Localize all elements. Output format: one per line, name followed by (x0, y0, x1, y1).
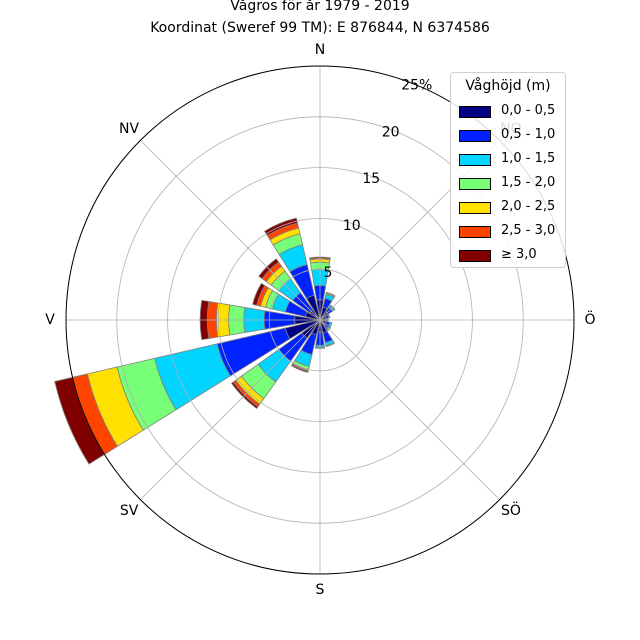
legend-swatch (459, 226, 491, 238)
legend-title: Våghöjd (m) (465, 78, 551, 94)
rose-bar-segment (252, 282, 266, 306)
angular-gridline (319, 319, 500, 500)
rose-bar-segment (230, 381, 259, 410)
rose-bar-segment (290, 364, 309, 373)
rose-bar-segment (325, 341, 336, 348)
radial-tick-label: 10 (343, 218, 361, 234)
rose-bar-segment (327, 314, 331, 319)
legend-label: 0,5 - 1,0 (501, 127, 556, 142)
legend-label: ≥ 3,0 (501, 247, 537, 262)
legend-swatch (459, 202, 491, 214)
rose-bar-segment (328, 321, 333, 328)
direction-label: V (45, 312, 55, 328)
legend-label: 1,5 - 2,0 (501, 175, 556, 190)
chart-subtitle: Koordinat (Sweref 99 TM): E 876844, N 63… (150, 20, 490, 36)
legend-swatch (459, 250, 491, 262)
legend-swatch (459, 130, 491, 142)
legend-label: 0,0 - 0,5 (501, 103, 556, 118)
direction-label: SÖ (501, 501, 521, 519)
polar-frame (65, 65, 575, 575)
rose-bar-segment (325, 291, 336, 298)
direction-label: NV (119, 121, 139, 137)
legend-swatch (459, 178, 491, 190)
legend: Våghöjd (m) 0,0 - 0,5 0,5 - 1,0 1,0 - 1,… (450, 72, 566, 268)
direction-label: Ö (584, 310, 595, 328)
legend-label: 2,5 - 3,0 (501, 223, 556, 238)
legend-swatch (459, 106, 491, 118)
radial-tick-label: 15 (362, 171, 380, 187)
radial-tick-label: 5 (323, 265, 332, 281)
direction-label: SV (120, 503, 139, 519)
radial-tick-label: 20 (382, 124, 400, 140)
legend-label: 1,0 - 1,5 (501, 151, 556, 166)
rose-bar-segment (264, 217, 298, 237)
legend-swatch (459, 154, 491, 166)
angular-gridline (140, 140, 321, 321)
direction-label: S (316, 582, 325, 598)
angular-gridline (140, 319, 321, 500)
legend-label: 2,0 - 2,5 (501, 199, 556, 214)
direction-label: N (315, 42, 325, 58)
radial-tick-label: 25% (401, 77, 432, 93)
chart-title: Vågros för år 1979 - 2019 (230, 0, 410, 14)
